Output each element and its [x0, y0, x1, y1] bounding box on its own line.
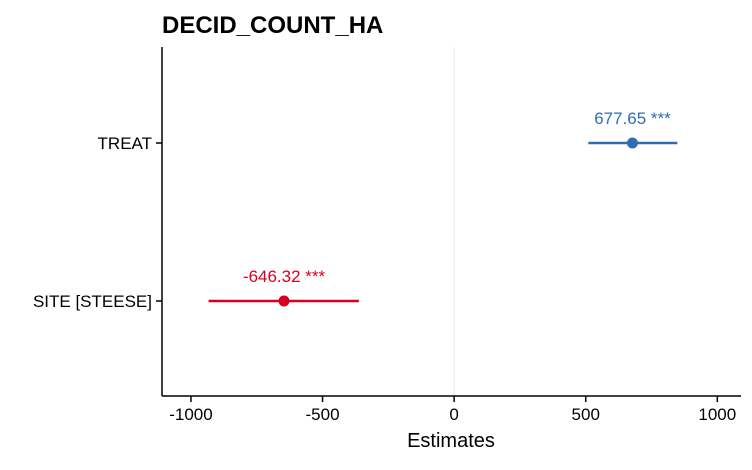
estimate-point [278, 295, 290, 307]
x-tick-label: 500 [572, 405, 600, 424]
x-axis-label: Estimates [407, 430, 495, 452]
x-axis-ticks: -1000 -500 0 500 1000 [169, 396, 736, 424]
estimate-label: 677.65 *** [594, 109, 671, 128]
y-tick-label: TREAT [98, 134, 152, 153]
y-axis-ticks: TREAT SITE [STEESE] [33, 134, 162, 311]
chart-title: DECID_COUNT_HA [162, 12, 383, 39]
x-tick-label: 1000 [698, 405, 736, 424]
estimate-point [626, 137, 638, 149]
estimate-label: -646.32 *** [243, 267, 326, 286]
x-tick-label: -1000 [169, 405, 212, 424]
y-tick-label: SITE [STEESE] [33, 292, 152, 311]
estimates-layer: 677.65 *** -646.32 *** [208, 109, 678, 307]
x-tick-label: 0 [449, 405, 458, 424]
x-tick-label: -500 [306, 405, 340, 424]
